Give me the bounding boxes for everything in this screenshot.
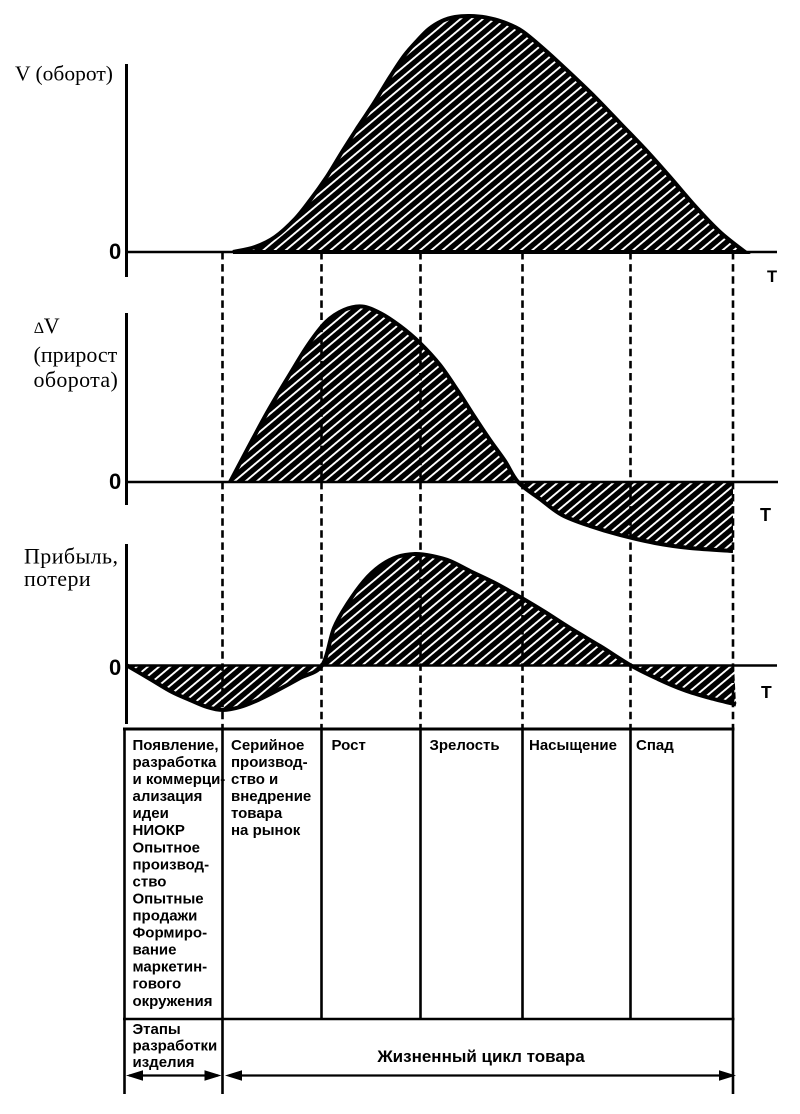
svg-text:Опытное: Опытное — [133, 839, 200, 856]
svg-text:ство: ство — [133, 873, 167, 890]
svg-text:изделия: изделия — [133, 1054, 195, 1071]
svg-text:гового: гового — [133, 976, 182, 993]
svg-text:T: T — [767, 268, 777, 286]
svg-text:ство и: ство и — [231, 771, 278, 788]
svg-text:на рынок: на рынок — [231, 822, 301, 839]
svg-text:(прирост: (прирост — [34, 342, 118, 367]
svg-text:товара: товара — [231, 805, 283, 822]
svg-text:Насыщение: Насыщение — [529, 737, 617, 754]
svg-text:идеи: идеи — [133, 805, 169, 822]
svg-text:0: 0 — [109, 469, 121, 494]
svg-text:0: 0 — [109, 239, 121, 264]
svg-text:Рост: Рост — [332, 737, 366, 754]
svg-text:V (оборот): V (оборот) — [15, 62, 113, 86]
svg-text:оборота): оборота) — [34, 367, 119, 392]
svg-text:разработки: разработки — [133, 1038, 218, 1055]
svg-text:Серийное: Серийное — [231, 737, 304, 754]
svg-text:Опытные: Опытные — [133, 891, 204, 908]
svg-text:продажи: продажи — [133, 908, 198, 925]
svg-text:Прибыль,: Прибыль, — [24, 544, 118, 569]
svg-text:Формиро-: Формиро- — [133, 925, 208, 942]
svg-text:НИОКР: НИОКР — [133, 822, 185, 839]
svg-text:производ-: производ- — [133, 856, 210, 873]
svg-text:T: T — [761, 682, 772, 702]
svg-text:маркетин-: маркетин- — [133, 959, 208, 976]
svg-text:и коммерци-: и коммерци- — [133, 771, 226, 788]
svg-text:разработка: разработка — [133, 754, 218, 771]
svg-text:Этапы: Этапы — [133, 1021, 181, 1038]
svg-text:T: T — [760, 505, 771, 525]
svg-text:Зрелость: Зрелость — [430, 737, 500, 754]
svg-text:Жизненный цикл товара: Жизненный цикл товара — [376, 1047, 585, 1066]
svg-text:0: 0 — [109, 655, 121, 680]
svg-text:окружения: окружения — [133, 993, 213, 1010]
svg-text:потери: потери — [24, 566, 91, 591]
svg-text:Спад: Спад — [636, 737, 674, 754]
svg-text:ализация: ализация — [133, 788, 203, 805]
svg-text:Появление,: Появление, — [133, 737, 219, 754]
svg-text:производ-: производ- — [231, 754, 308, 771]
svg-text:внедрение: внедрение — [231, 788, 311, 805]
svg-text:вание: вание — [133, 942, 177, 959]
